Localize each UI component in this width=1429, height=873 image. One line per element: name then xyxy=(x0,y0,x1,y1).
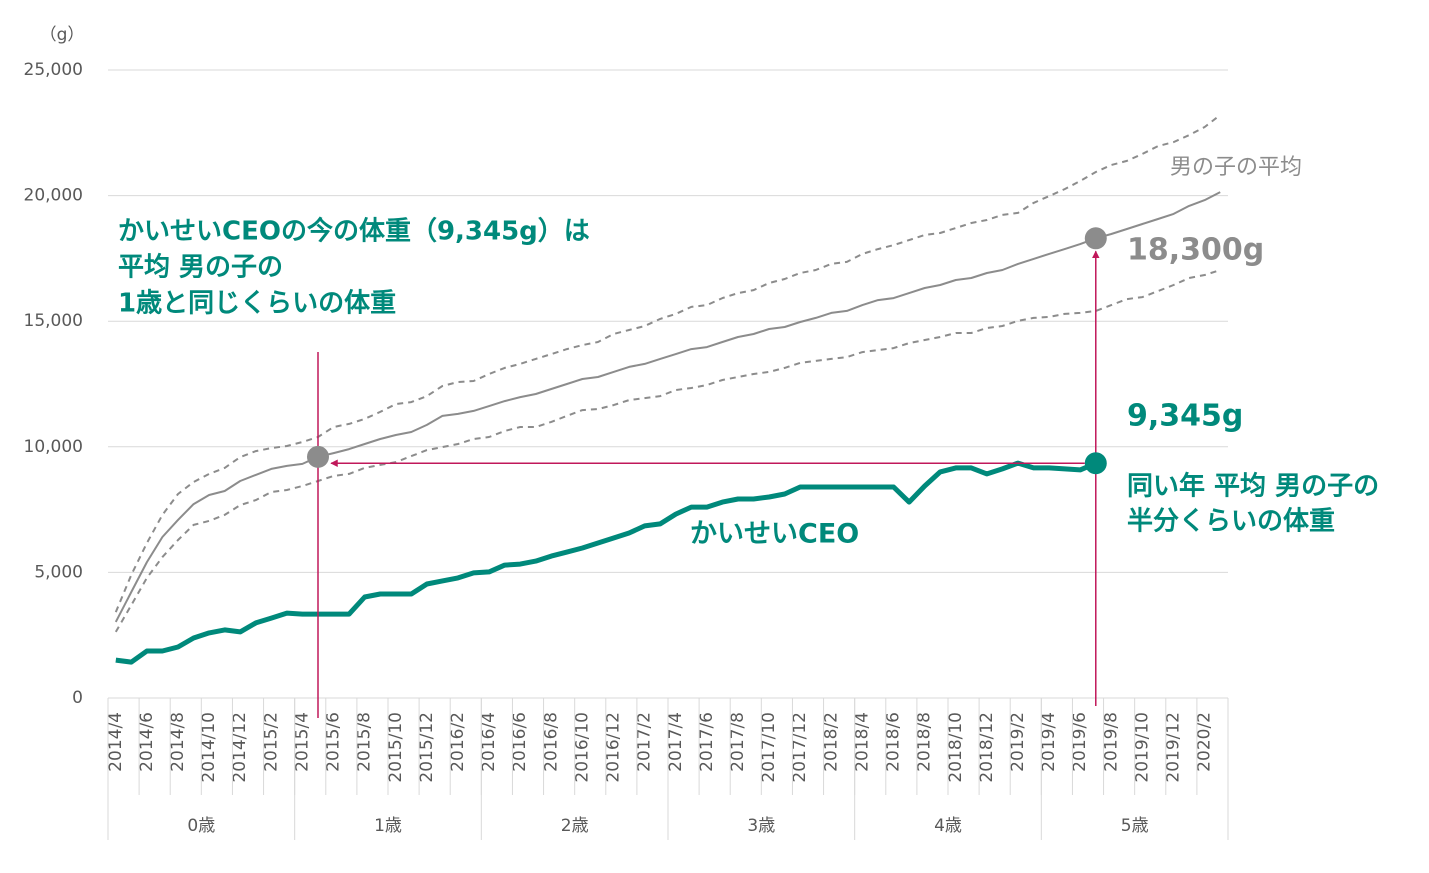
group-label: 3歳 xyxy=(747,816,775,836)
x-tick-label: 2017/6 xyxy=(697,712,717,772)
x-tick-label: 2019/8 xyxy=(1101,712,1121,772)
x-tick-label: 2019/4 xyxy=(1039,712,1059,772)
y-tick-label: 25,000 xyxy=(24,60,83,80)
x-tick-label: 2014/12 xyxy=(230,712,250,783)
x-tick-label: 2017/2 xyxy=(635,712,655,772)
annotation: 半分くらいの体重 xyxy=(1127,507,1335,537)
x-tick-label: 2015/8 xyxy=(355,712,375,772)
group-label: 5歳 xyxy=(1121,816,1149,836)
x-tick-label: 2017/4 xyxy=(666,712,686,772)
group-label: 0歳 xyxy=(187,816,215,836)
x-tick-label: 2018/6 xyxy=(884,712,904,772)
group-label: 4歳 xyxy=(934,816,962,836)
series-line xyxy=(115,460,1097,665)
y-tick-label: 0 xyxy=(72,688,83,708)
x-tick-label: 2019/6 xyxy=(1070,712,1090,772)
x-tick-label: 2019/10 xyxy=(1132,712,1152,783)
annotation: 平均 男の子の xyxy=(118,253,283,283)
y-tick-label: 10,000 xyxy=(24,437,83,457)
x-tick-label: 2018/10 xyxy=(946,712,966,783)
annotation: かいせいCEOの今の体重（9,345g）は xyxy=(118,216,590,247)
x-tick-label: 2018/8 xyxy=(915,712,935,772)
x-tick-label: 2015/4 xyxy=(292,712,312,772)
series-label: 男の子の平均 xyxy=(1170,155,1302,180)
x-tick-label: 2018/4 xyxy=(852,712,872,772)
x-tick-label: 2016/4 xyxy=(479,712,499,772)
series-line xyxy=(114,114,1221,613)
x-tick-label: 2015/6 xyxy=(324,712,344,772)
x-tick-label: 2019/12 xyxy=(1164,712,1184,783)
x-tick-label: 2015/12 xyxy=(417,712,437,783)
x-tick-label: 2020/2 xyxy=(1195,712,1215,772)
x-tick-label: 2017/12 xyxy=(790,712,810,783)
x-tick-label: 2015/2 xyxy=(261,712,281,772)
x-tick-label: 2014/10 xyxy=(199,712,219,783)
series-line xyxy=(114,269,1221,633)
series-line xyxy=(114,191,1221,623)
x-tick-label: 2014/6 xyxy=(137,712,157,772)
x-tick-label: 2016/6 xyxy=(510,712,530,772)
annotation: 1歳と同じくらいの体重 xyxy=(118,289,396,319)
x-tick-label: 2014/4 xyxy=(106,712,126,772)
series-label: かいせいCEO xyxy=(690,519,859,550)
callout-point xyxy=(1084,452,1107,475)
callout-point xyxy=(307,445,329,468)
y-tick-label: 15,000 xyxy=(24,311,83,331)
x-tick-label: 2016/8 xyxy=(541,712,561,772)
x-tick-label: 2016/10 xyxy=(572,712,592,783)
callout-point xyxy=(1084,227,1107,250)
x-tick-label: 2019/2 xyxy=(1008,712,1028,772)
x-tick-label: 2016/12 xyxy=(604,712,624,783)
x-tick-label: 2015/10 xyxy=(386,712,406,783)
x-tick-label: 2018/2 xyxy=(821,712,841,772)
y-tick-label: 20,000 xyxy=(24,186,83,206)
x-tick-label: 2014/8 xyxy=(168,712,188,772)
x-tick-label: 2018/12 xyxy=(977,712,997,783)
group-label: 1歳 xyxy=(374,816,402,836)
x-tick-label: 2017/10 xyxy=(759,712,779,783)
callout-label: 18,300g xyxy=(1127,233,1264,268)
annotation: 同い年 平均 男の子の xyxy=(1127,471,1379,502)
x-tick-label: 2017/8 xyxy=(728,712,748,772)
group-label: 2歳 xyxy=(561,816,589,836)
y-tick-label: 5,000 xyxy=(34,562,83,582)
callout-label: 9,345g xyxy=(1127,399,1243,434)
x-tick-label: 2016/2 xyxy=(448,712,468,772)
y-unit: （g） xyxy=(40,25,85,45)
